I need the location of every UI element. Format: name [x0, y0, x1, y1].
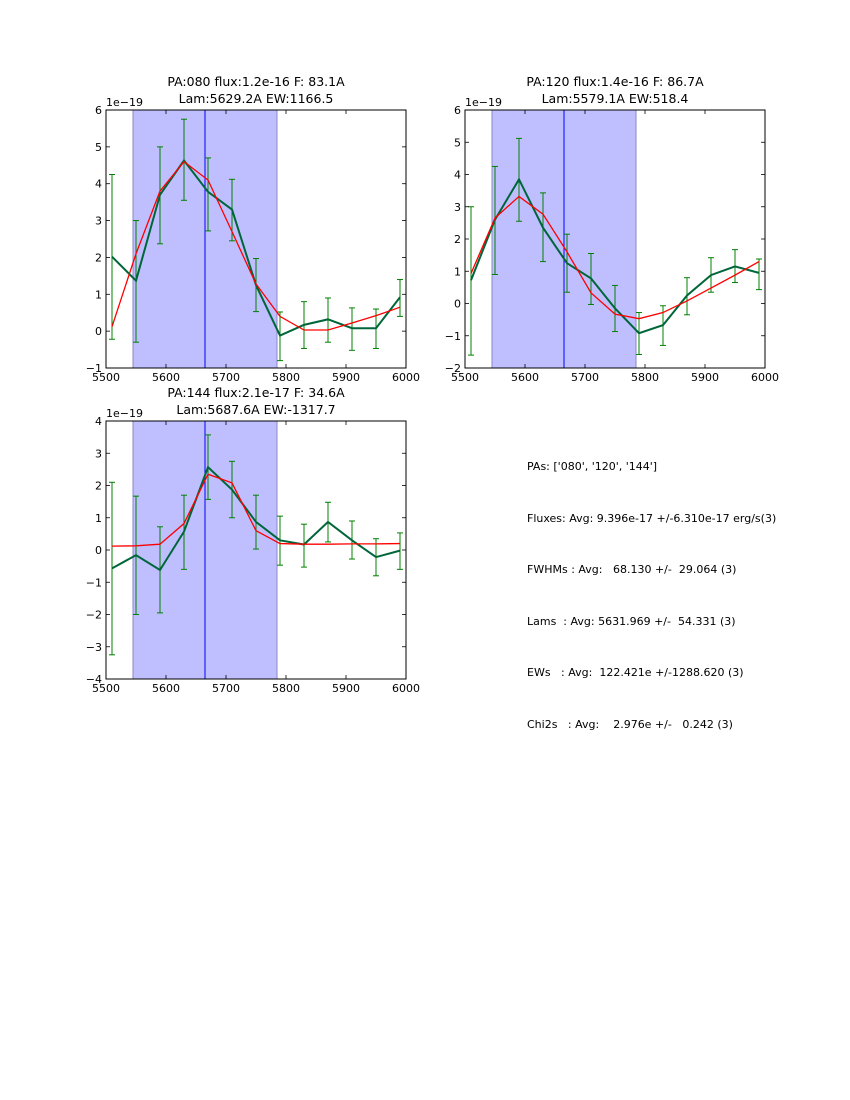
- x-tick-label: 6000: [392, 371, 420, 384]
- subplot-2: 5500 5600 5700 5800 5900 6000 −2 −1 0 1 2 3 4 5 6 1e−19…: [445, 74, 779, 384]
- y-tick-label: 5: [95, 141, 102, 154]
- summary-fluxes: Fluxes: Avg: 9.396e-17 +/-6.310e-17 erg/…: [527, 511, 777, 525]
- y-tick-label: −1: [86, 576, 102, 589]
- y-tick-label: 0: [454, 298, 461, 311]
- y-tick-label: 5: [454, 136, 461, 149]
- x-tick-label: 5900: [332, 682, 360, 695]
- y-tick-label: 3: [95, 447, 102, 460]
- y-tick-label: 4: [95, 178, 102, 191]
- subplot-title-line2: Lam:5687.6A EW:-1317.7: [176, 402, 335, 417]
- y-tick-label: −3: [86, 641, 102, 654]
- x-tick-label: 5900: [332, 371, 360, 384]
- y-tick-label: 2: [95, 480, 102, 493]
- y-tick-label: −1: [86, 362, 102, 375]
- subplot-title-line2: Lam:5629.2A EW:1166.5: [179, 91, 334, 106]
- x-tick-label: 5900: [691, 371, 719, 384]
- x-tick-label: 5500: [92, 371, 120, 384]
- errorbar: [756, 258, 762, 291]
- y-tick-label: 1: [95, 288, 102, 301]
- y-tick-label: 6: [454, 104, 461, 117]
- y-tick-label: 3: [454, 201, 461, 214]
- y-tick-label: 1: [95, 512, 102, 525]
- x-tick-label: 5500: [451, 371, 479, 384]
- y-offset-label: 1e−19: [106, 407, 143, 420]
- y-tick-label: 4: [95, 415, 102, 428]
- x-tick-label: 5600: [152, 371, 180, 384]
- x-tick-label: 5600: [511, 371, 539, 384]
- plot-area: [109, 118, 403, 362]
- subplot-title-line2: Lam:5579.1A EW:518.4: [542, 91, 689, 106]
- y-tick-label: −2: [445, 362, 461, 375]
- y-tick-label: −4: [86, 673, 102, 686]
- y-tick-label: 3: [95, 215, 102, 228]
- x-tick-label: 5500: [92, 682, 120, 695]
- summary-lams: Lams : Avg: 5631.969 +/- 54.331 (3): [527, 614, 736, 628]
- y-tick-label: 2: [454, 233, 461, 246]
- errorbar: [468, 206, 474, 356]
- summary-pas: PAs: ['080', '120', '144']: [527, 460, 658, 473]
- y-tick-label: 0: [95, 325, 102, 338]
- subplot-title-line1: PA:144 flux:2.1e-17 F: 34.6A: [167, 385, 345, 400]
- y-tick-label: 0: [95, 544, 102, 557]
- plot-area: [468, 137, 762, 356]
- x-tick-label: 5800: [272, 371, 300, 384]
- x-tick-label: 5600: [152, 682, 180, 695]
- summary-ews: EWs : Avg: 122.421e +/-1288.620 (3): [527, 666, 744, 680]
- x-tick-label: 6000: [751, 371, 779, 384]
- plot-area: [109, 434, 403, 656]
- x-tick-label: 5700: [571, 371, 599, 384]
- axes-frame: [105, 109, 407, 369]
- summary-fwhms: FWHMs : Avg: 68.130 +/- 29.064 (3): [527, 563, 737, 577]
- x-tick-label: 5700: [212, 682, 240, 695]
- x-tick-label: 6000: [392, 682, 420, 695]
- subplot-3: 5500 5600 5700 5800 5900 6000 −4 −3 −2 −1 0 1 2 3 4 1e−…: [86, 385, 420, 695]
- y-tick-label: 1: [454, 265, 461, 278]
- y-tick-label: 4: [454, 169, 461, 182]
- x-tick-label: 5800: [272, 682, 300, 695]
- summary-text: PAs: ['080', '120', '144'] Fluxes: Avg: …: [527, 433, 776, 756]
- y-offset-label: 1e−19: [465, 96, 502, 109]
- y-tick-label: −2: [86, 609, 102, 622]
- errorbar: [301, 523, 307, 568]
- y-tick-label: −1: [445, 330, 461, 343]
- errorbar: [109, 481, 115, 656]
- y-tick-label: 2: [95, 251, 102, 264]
- summary-chi2s: Chi2s : Avg: 2.976e +/- 0.242 (3): [527, 717, 733, 731]
- y-tick-label: 6: [95, 104, 102, 117]
- x-tick-label: 5700: [212, 371, 240, 384]
- y-offset-label: 1e−19: [106, 96, 143, 109]
- x-tick-label: 5800: [631, 371, 659, 384]
- subplot-title-line1: PA:080 flux:1.2e-16 F: 83.1A: [167, 74, 345, 89]
- subplot-1: 5500 5600 5700 5800 5900 6000 −1 0 1 2 3 4 5 6 1e−19 PA…: [86, 74, 420, 384]
- errorbar: [205, 157, 211, 232]
- subplot-title-line1: PA:120 flux:1.4e-16 F: 86.7A: [526, 74, 704, 89]
